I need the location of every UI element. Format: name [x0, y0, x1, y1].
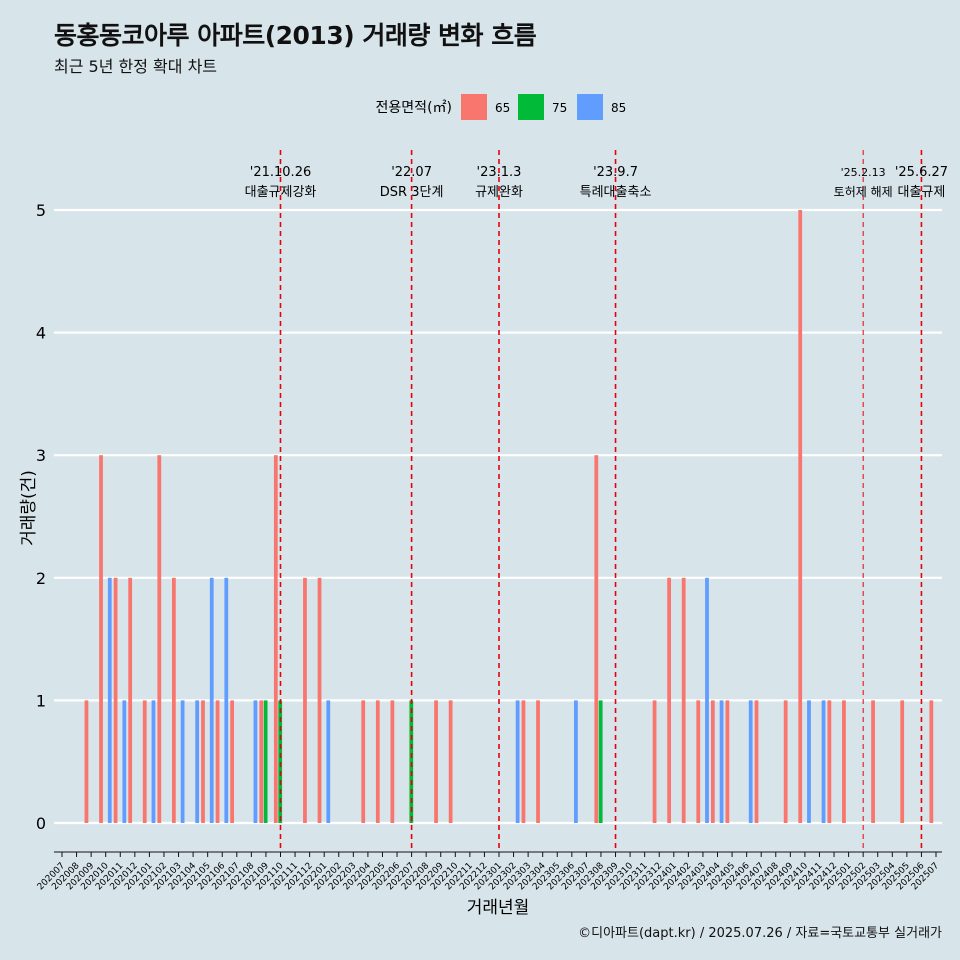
bar-65-202303	[521, 700, 526, 823]
bar-65-202205	[375, 700, 380, 823]
bar-65-202102	[157, 455, 162, 823]
bar-85-202411	[821, 700, 826, 823]
bar-85-202201	[326, 700, 331, 823]
bar-65-202201	[317, 577, 322, 823]
event-date-202207: '22.07	[391, 165, 432, 180]
bar-75-202109	[263, 700, 268, 823]
bar-65-202105	[201, 700, 205, 823]
y-tick-label-0: 0	[36, 814, 46, 833]
bar-85-202404	[719, 700, 724, 823]
bar-65-202009	[84, 700, 89, 823]
event-label-202506: 대출규제	[898, 185, 946, 200]
event-date-202309: '23.9.7	[593, 165, 638, 180]
event-label-202110: 대출규제강화	[245, 185, 317, 200]
bar-65-202308	[594, 455, 599, 823]
bar-65-202405	[725, 700, 730, 823]
bar-65-202407	[754, 700, 759, 823]
y-tick-label-2: 2	[36, 569, 46, 588]
bar-85-202403	[705, 577, 709, 823]
bar-65-202210	[448, 700, 453, 823]
bar-65-202109	[259, 700, 264, 823]
bar-65-202204	[361, 700, 366, 823]
bar-65-202409	[783, 700, 788, 823]
bar-85-202306	[574, 700, 578, 823]
event-date-202506: '25.6.27	[895, 165, 948, 180]
bar-65-202012	[128, 577, 133, 823]
y-tick-label-1: 1	[36, 691, 46, 710]
bar-65-202304	[536, 700, 540, 823]
legend-swatch-75	[518, 94, 544, 120]
chart-subtitle: 최근 5년 한정 확대 차트	[54, 57, 218, 76]
bar-85-202108	[253, 700, 258, 823]
legend-label-65: 65	[495, 101, 510, 115]
legend-swatch-65	[461, 94, 487, 120]
bar-65-202412	[827, 700, 832, 823]
bar-65-202010	[99, 455, 103, 823]
legend-title: 전용면적(㎡)	[376, 100, 452, 116]
source-caption: ©디아파트(dapt.kr) / 2025.07.26 / 자료=국토교통부 실…	[578, 926, 942, 941]
bar-65-202112	[303, 577, 307, 823]
bar-85-202106	[224, 577, 229, 823]
bar-65-202501	[842, 700, 846, 823]
y-tick-label-4: 4	[36, 324, 46, 343]
bar-85-202010	[107, 577, 112, 823]
legend-label-85: 85	[611, 101, 626, 115]
bar-65-202011	[113, 577, 118, 823]
event-label-202309: 특례대출축소	[580, 185, 652, 200]
bar-75-202308	[598, 700, 603, 823]
event-date-202502: '25.2.13	[841, 166, 886, 179]
bar-65-202401	[667, 577, 672, 823]
bar-85-202011	[122, 700, 127, 823]
bar-85-202103	[180, 700, 185, 823]
bar-65-202103	[171, 577, 176, 823]
bar-85-202105	[209, 577, 214, 823]
event-label-202301: 규제완화	[475, 185, 523, 200]
bar-75-202207	[409, 700, 414, 823]
bar-65-202209	[434, 700, 438, 823]
bar-65-202402	[681, 577, 686, 823]
y-tick-label-3: 3	[36, 446, 46, 465]
bar-85-202104	[195, 700, 200, 823]
chart-title: 동홍동코아루 아파트(2013) 거래량 변화 흐름	[54, 21, 537, 50]
event-label-202207: DSR 3단계	[380, 185, 444, 200]
bar-85-202410	[807, 700, 811, 823]
event-date-202110: '21.10.26	[250, 165, 311, 180]
bar-65-202404	[710, 700, 715, 823]
bar-65-202106	[215, 700, 220, 823]
bar-85-202406	[748, 700, 753, 823]
bar-65-202403	[696, 700, 701, 823]
bar-65-202503	[871, 700, 875, 823]
x-axis-title: 거래년월	[467, 898, 530, 918]
bar-65-202110	[273, 455, 278, 823]
legend-swatch-85	[577, 94, 603, 120]
bar-85-202101	[151, 700, 156, 823]
y-tick-label-5: 5	[36, 201, 46, 220]
bar-65-202101	[142, 700, 147, 823]
event-date-202301: '23.1.3	[477, 165, 522, 180]
bar-85-202302	[515, 700, 520, 823]
bar-65-202206	[390, 700, 395, 823]
bar-75-202110	[278, 700, 283, 823]
bar-65-202107	[230, 700, 235, 823]
bar-65-202507	[929, 700, 934, 823]
event-label-202502: 토허제 해제	[834, 185, 893, 199]
legend-label-75: 75	[552, 101, 567, 115]
bar-65-202312	[652, 700, 657, 823]
bar-65-202410	[798, 210, 803, 823]
bar-65-202505	[900, 700, 905, 823]
y-axis-title: 거래량(건)	[19, 470, 39, 546]
